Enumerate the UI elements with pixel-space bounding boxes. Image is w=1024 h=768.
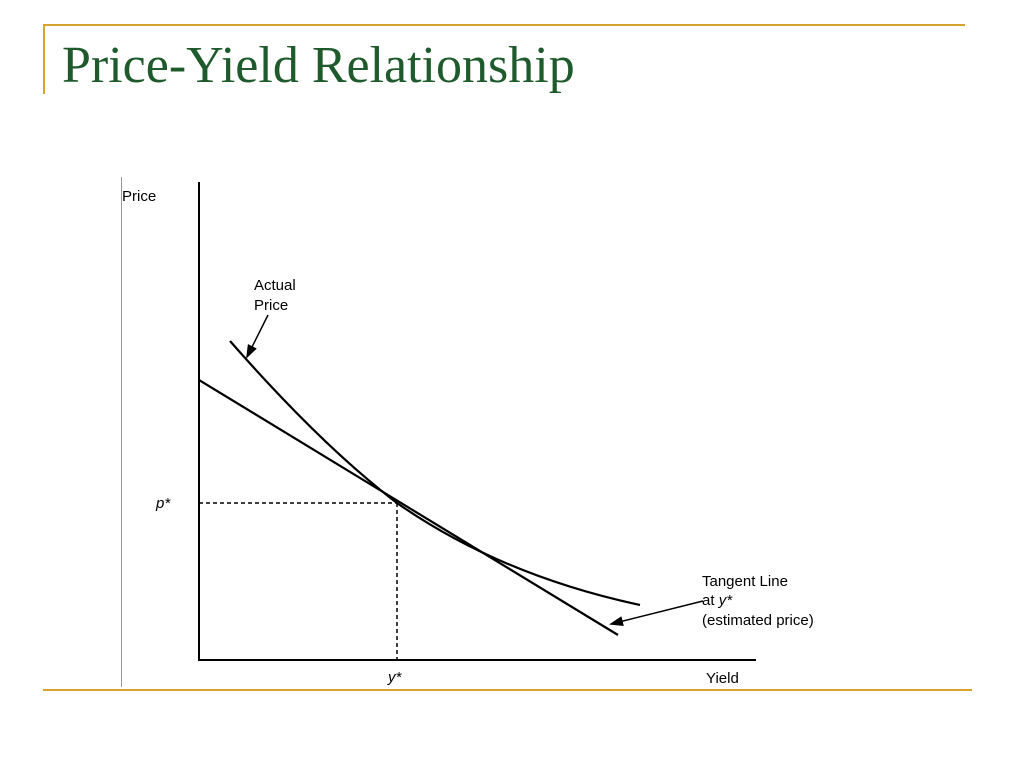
tangent-label-at: at (702, 592, 719, 609)
tangent-label-line1: Tangent Line (702, 573, 788, 590)
p-star-label: p* (155, 495, 171, 512)
left-accent-rule (43, 24, 45, 94)
y-star-label: y* (387, 669, 403, 686)
tangent-label-line3: (estimated price) (702, 612, 814, 629)
slide-title: Price-Yield Relationship (62, 37, 575, 94)
tangent-label-y-star: y* (718, 592, 734, 609)
y-axis-label: Price (122, 188, 156, 205)
x-axis-label: Yield (706, 670, 739, 687)
actual-price-curve (229, 340, 641, 607)
bottom-accent-rule (43, 689, 972, 691)
figure-frame-line (121, 177, 122, 687)
tangent-line (198, 379, 619, 636)
tangent-arrow (609, 600, 704, 626)
actual-price-label-line2: Price (254, 297, 288, 314)
tangent-label-line2: at y* (702, 592, 733, 609)
actual-price-arrow (246, 314, 269, 359)
top-accent-rule (43, 24, 965, 26)
actual-price-label-line1: Actual (254, 277, 296, 294)
